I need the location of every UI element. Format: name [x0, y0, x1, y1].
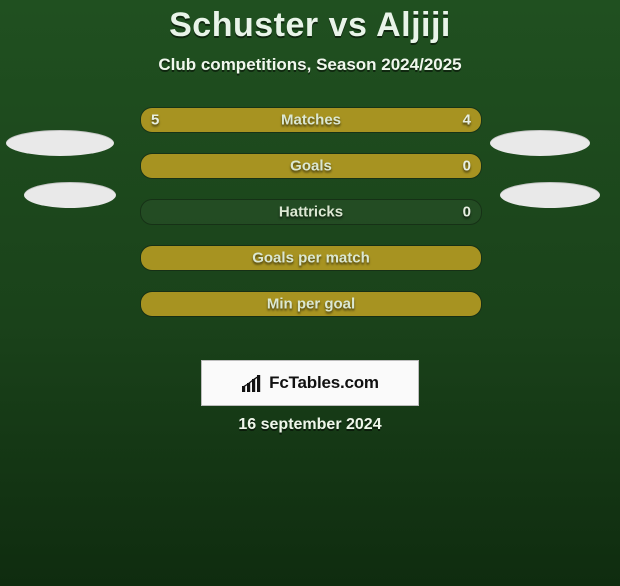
- page-title: Schuster vs Aljiji: [0, 6, 620, 45]
- bar-right: [331, 108, 481, 132]
- stat-bars: Goals per match: [140, 245, 482, 271]
- subtitle: Club competitions, Season 2024/2025: [0, 55, 620, 75]
- stat-value-right: 0: [463, 158, 471, 175]
- stat-value-left: 5: [151, 112, 159, 129]
- stat-label: Matches: [281, 112, 341, 129]
- stat-value-right: 0: [463, 204, 471, 221]
- stat-row: Matches 5 4: [0, 105, 620, 133]
- player-ellipse: [6, 130, 114, 156]
- stat-bars: Hattricks 0: [140, 199, 482, 225]
- stat-value-right: 4: [463, 112, 471, 129]
- brand-badge: FcTables.com: [201, 360, 419, 406]
- stat-label: Goals: [290, 158, 332, 175]
- stat-row: Goals per match: [0, 243, 620, 271]
- date-text: 16 september 2024: [0, 416, 620, 434]
- stat-label: Min per goal: [267, 296, 355, 313]
- stat-label: Hattricks: [279, 204, 343, 221]
- bars-icon: [241, 373, 263, 393]
- brand-text: FcTables.com: [269, 373, 379, 393]
- stat-bars: Min per goal: [140, 291, 482, 317]
- player-ellipse: [24, 182, 116, 208]
- player-ellipse: [500, 182, 600, 208]
- stat-label: Goals per match: [252, 250, 370, 267]
- stat-row: Min per goal: [0, 289, 620, 317]
- stat-bars: Matches 5 4: [140, 107, 482, 133]
- player-ellipse: [490, 130, 590, 156]
- stat-bars: Goals 0: [140, 153, 482, 179]
